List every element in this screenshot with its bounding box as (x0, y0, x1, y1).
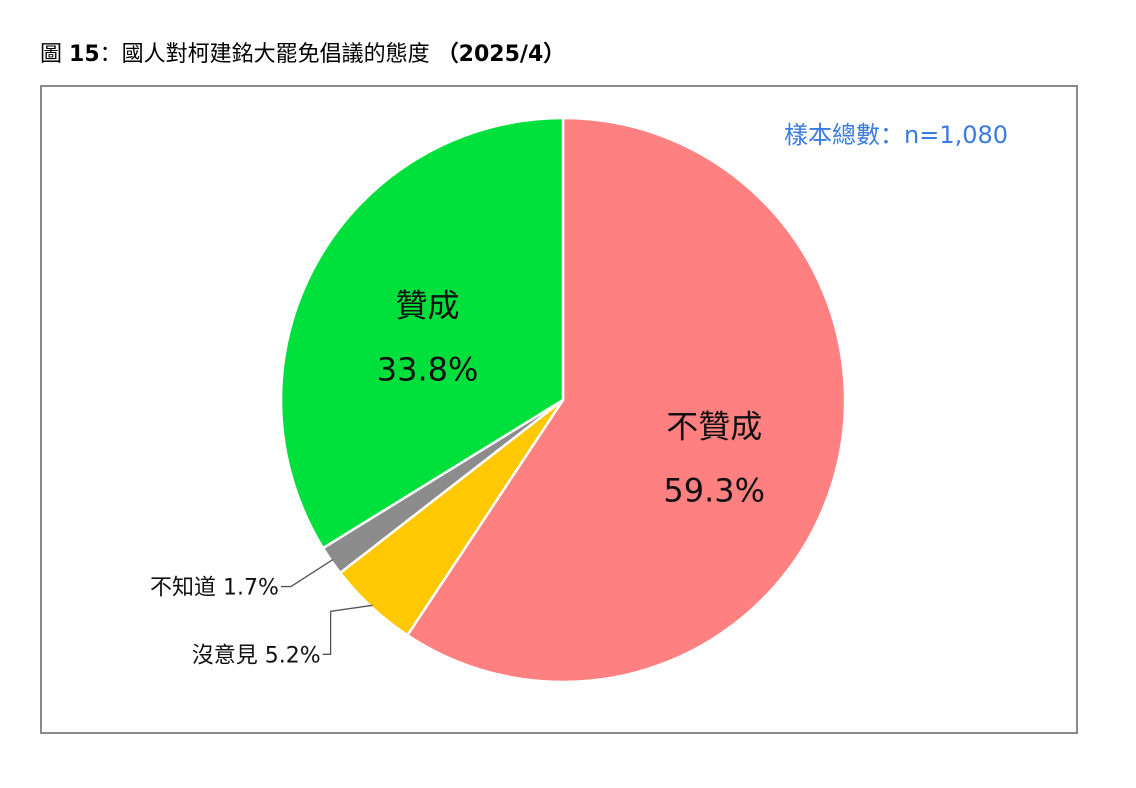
leader-line-1 (322, 604, 373, 655)
slice-label-1: 沒意見 (192, 643, 265, 668)
slice-labels: 不贊成 59.3% 贊成 33.8% 不知道 1.7% 沒意見 5.2% (150, 286, 765, 668)
figure-title: 圖 15：國人對柯建銘大罷免倡議的態度 （2025/4） (40, 44, 565, 66)
pie-slice-3 (279, 116, 565, 550)
pie-slice-0 (405, 116, 847, 684)
slice-label-3: 贊成 (396, 286, 460, 324)
figure-title-prefix: 圖 (40, 42, 63, 67)
slice-value-3: 33.8% (377, 350, 479, 388)
figure-title-date: （2025/4） (436, 42, 566, 67)
slice-outside-label-1: 沒意見 5.2% (192, 643, 321, 668)
slice-label-2: 不知道 (150, 576, 223, 601)
slice-outside-label-2: 不知道 1.7% (150, 576, 279, 601)
pie-chart: 不贊成 59.3% 贊成 33.8% 不知道 1.7% 沒意見 5.2% 樣本總數：n=1… (150, 116, 1008, 684)
pie-slices (279, 116, 847, 684)
figure-title-colon: ： (99, 42, 122, 67)
slice-value-1: 5.2% (265, 643, 321, 668)
sample-size-note: 樣本總數：n=1,080 (784, 121, 1008, 149)
figure-title-text: 國人對柯建銘大罷免倡議的態度 (121, 42, 430, 67)
chart-frame: 不贊成 59.3% 贊成 33.8% 不知道 1.7% 沒意見 5.2% 樣本總數：n=1… (40, 85, 1078, 734)
slice-value-2: 1.7% (223, 576, 279, 601)
figure-title-number: 15 (69, 42, 100, 67)
leader-lines (280, 559, 373, 655)
slice-label-0: 不贊成 (666, 407, 762, 445)
leader-line-2 (280, 559, 334, 588)
slice-value-0: 59.3% (663, 471, 765, 509)
